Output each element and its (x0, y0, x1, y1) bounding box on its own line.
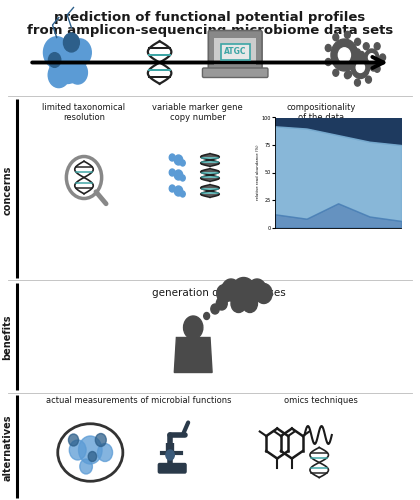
Circle shape (174, 170, 183, 180)
Circle shape (174, 155, 183, 165)
Circle shape (374, 42, 380, 50)
Circle shape (166, 450, 174, 460)
Circle shape (365, 76, 371, 83)
Text: alternatives: alternatives (3, 414, 13, 481)
Text: from amplicon-sequencing microbiome data sets: from amplicon-sequencing microbiome data… (27, 24, 393, 37)
Circle shape (358, 54, 364, 61)
Circle shape (255, 284, 272, 304)
Circle shape (333, 70, 339, 76)
Text: concerns: concerns (3, 166, 13, 214)
Circle shape (211, 304, 219, 314)
Text: omics techniques: omics techniques (284, 396, 358, 405)
Circle shape (351, 56, 370, 78)
Circle shape (344, 72, 350, 78)
Circle shape (339, 48, 350, 62)
Circle shape (180, 175, 185, 181)
Circle shape (169, 169, 175, 176)
FancyBboxPatch shape (220, 44, 250, 60)
Circle shape (69, 440, 86, 460)
Circle shape (97, 444, 113, 462)
Text: prediction of functional potential profiles: prediction of functional potential profi… (54, 11, 366, 24)
Circle shape (248, 279, 266, 301)
Text: limited taxonomical
resolution: limited taxonomical resolution (42, 102, 126, 122)
Circle shape (374, 66, 380, 72)
Circle shape (184, 316, 203, 339)
Circle shape (80, 459, 92, 474)
Circle shape (222, 279, 240, 301)
Circle shape (363, 42, 369, 50)
Circle shape (363, 66, 369, 72)
Y-axis label: relative read abundance (%): relative read abundance (%) (256, 144, 260, 201)
FancyBboxPatch shape (208, 30, 262, 72)
FancyBboxPatch shape (214, 38, 256, 65)
Circle shape (231, 294, 246, 312)
Circle shape (44, 37, 70, 68)
Circle shape (204, 312, 210, 320)
Circle shape (48, 52, 61, 68)
FancyBboxPatch shape (202, 68, 268, 78)
Circle shape (68, 39, 91, 66)
Circle shape (50, 42, 85, 84)
Circle shape (359, 52, 365, 59)
Polygon shape (174, 338, 212, 372)
Circle shape (169, 185, 175, 192)
Circle shape (331, 39, 358, 71)
Circle shape (380, 54, 386, 61)
Text: actual measurements of microbial functions: actual measurements of microbial functio… (46, 396, 231, 405)
Text: benefits: benefits (3, 315, 13, 360)
Circle shape (333, 34, 339, 40)
Circle shape (370, 64, 376, 71)
Circle shape (354, 38, 360, 46)
Text: compositionality
of the data: compositionality of the data (286, 102, 356, 122)
Circle shape (180, 160, 185, 166)
Circle shape (368, 54, 375, 62)
Circle shape (68, 61, 87, 84)
Circle shape (68, 434, 79, 446)
Circle shape (354, 64, 360, 71)
Circle shape (180, 191, 185, 197)
Circle shape (356, 62, 365, 72)
Circle shape (79, 436, 102, 464)
Circle shape (346, 70, 352, 78)
Circle shape (217, 284, 232, 302)
Circle shape (169, 154, 175, 161)
Circle shape (174, 186, 183, 196)
Circle shape (63, 33, 79, 52)
Circle shape (231, 278, 256, 308)
Circle shape (48, 62, 69, 88)
Circle shape (325, 44, 331, 52)
Text: variable marker gene
copy number: variable marker gene copy number (152, 102, 243, 122)
Circle shape (325, 58, 331, 66)
Circle shape (88, 452, 97, 462)
Text: ATGC: ATGC (224, 48, 247, 56)
Circle shape (365, 49, 379, 66)
Text: generation of hypotheses: generation of hypotheses (152, 288, 285, 298)
Circle shape (354, 49, 360, 56)
Circle shape (242, 294, 257, 312)
Circle shape (365, 52, 371, 59)
Circle shape (95, 434, 106, 446)
Circle shape (216, 297, 227, 310)
Circle shape (344, 32, 350, 38)
Circle shape (354, 79, 360, 86)
FancyBboxPatch shape (158, 464, 186, 473)
Circle shape (346, 58, 352, 64)
